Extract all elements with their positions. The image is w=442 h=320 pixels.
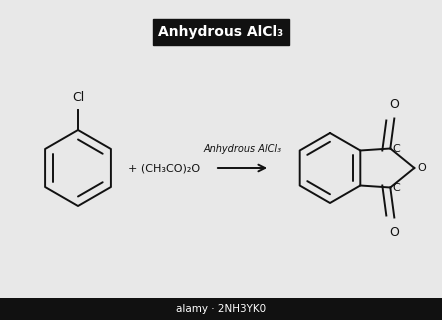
Text: alamy · 2NH3YK0: alamy · 2NH3YK0 <box>176 304 266 314</box>
Text: C: C <box>392 182 400 193</box>
Text: O: O <box>389 98 399 110</box>
Text: O: O <box>389 226 399 238</box>
Text: Anhydrous AlCl₃: Anhydrous AlCl₃ <box>203 144 282 154</box>
Bar <box>0 298 442 320</box>
Text: + (CH₃CO)₂O: + (CH₃CO)₂O <box>128 163 200 173</box>
Text: Cl: Cl <box>72 91 84 104</box>
Text: O: O <box>417 163 426 173</box>
Text: C: C <box>392 143 400 154</box>
Text: Anhydrous AlCl₃: Anhydrous AlCl₃ <box>158 25 284 39</box>
